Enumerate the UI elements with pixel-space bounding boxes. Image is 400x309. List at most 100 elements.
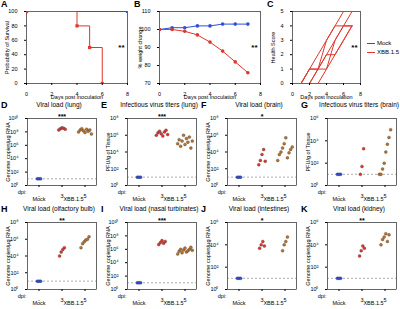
svg-text:10⁰: 10⁰ bbox=[110, 182, 118, 188]
svg-text:dpi:: dpi: bbox=[118, 189, 127, 195]
svg-text:10¹⁰: 10¹⁰ bbox=[9, 115, 19, 121]
svg-text:10²: 10² bbox=[211, 166, 219, 172]
svg-text:10²: 10² bbox=[211, 264, 219, 270]
svg-text:PFU/g of Tissue: PFU/g of Tissue bbox=[105, 132, 111, 171]
svg-text:dpi:: dpi: bbox=[118, 293, 127, 299]
svg-text:XBB.1.5: XBB.1.5 bbox=[363, 300, 383, 306]
svg-text:8: 8 bbox=[259, 91, 262, 97]
svg-text:10⁶: 10⁶ bbox=[210, 219, 218, 225]
svg-text:XBB.1.5: XBB.1.5 bbox=[63, 196, 83, 202]
svg-text:10⁶: 10⁶ bbox=[310, 115, 318, 121]
svg-text:40: 40 bbox=[11, 51, 17, 57]
svg-text:10²: 10² bbox=[111, 166, 119, 172]
svg-text:**: ** bbox=[59, 217, 65, 224]
svg-text:0: 0 bbox=[280, 80, 283, 86]
svg-text:10⁰: 10⁰ bbox=[210, 182, 218, 188]
svg-text:10²: 10² bbox=[111, 273, 119, 279]
svg-text:dpi:: dpi: bbox=[318, 293, 327, 299]
svg-text:Genome copies/µg RNA: Genome copies/µg RNA bbox=[205, 226, 211, 286]
svg-text:5: 5 bbox=[83, 193, 86, 199]
svg-text:XBB.1.5: XBB.1.5 bbox=[263, 196, 283, 202]
svg-text:4: 4 bbox=[280, 23, 283, 29]
svg-text:10⁰: 10⁰ bbox=[310, 286, 318, 292]
svg-text:% weight change: % weight change bbox=[137, 27, 143, 69]
svg-text:5: 5 bbox=[183, 297, 186, 303]
svg-text:Health Score: Health Score bbox=[270, 32, 276, 64]
svg-text:2: 2 bbox=[280, 51, 283, 57]
svg-text:Mock: Mock bbox=[232, 300, 245, 306]
svg-text:10⁸: 10⁸ bbox=[110, 115, 118, 121]
svg-text:***: *** bbox=[58, 113, 66, 120]
svg-text:10⁰: 10⁰ bbox=[110, 286, 118, 292]
svg-text:8: 8 bbox=[359, 91, 362, 97]
svg-text:Mock: Mock bbox=[132, 300, 145, 306]
svg-text:XBB.1.5: XBB.1.5 bbox=[163, 196, 183, 202]
svg-text:10⁰: 10⁰ bbox=[10, 182, 18, 188]
svg-text:8: 8 bbox=[126, 91, 129, 97]
svg-text:Genome copies/µg RNA: Genome copies/µg RNA bbox=[105, 226, 111, 286]
svg-text:*: * bbox=[261, 113, 264, 120]
svg-text:80: 80 bbox=[144, 62, 150, 68]
svg-text:**: ** bbox=[251, 43, 258, 52]
svg-text:**: ** bbox=[118, 43, 125, 52]
svg-text:80: 80 bbox=[11, 23, 17, 29]
svg-text:XBB.1.5: XBB.1.5 bbox=[163, 300, 183, 306]
svg-text:5: 5 bbox=[283, 297, 286, 303]
svg-text:Mock: Mock bbox=[32, 300, 45, 306]
svg-text:Mock: Mock bbox=[132, 196, 145, 202]
svg-text:3: 3 bbox=[280, 37, 283, 43]
svg-text:XBB.1.5: XBB.1.5 bbox=[363, 196, 383, 202]
svg-text:Genome copies/µg RNA: Genome copies/µg RNA bbox=[5, 226, 11, 286]
svg-text:90: 90 bbox=[144, 44, 150, 50]
svg-text:20: 20 bbox=[11, 66, 17, 72]
svg-text:100: 100 bbox=[8, 8, 17, 14]
svg-text:110: 110 bbox=[142, 8, 151, 14]
svg-text:1: 1 bbox=[280, 66, 283, 72]
svg-text:Mock: Mock bbox=[332, 196, 345, 202]
svg-text:5: 5 bbox=[183, 193, 186, 199]
svg-text:PFU/g of Tissue: PFU/g of Tissue bbox=[305, 132, 311, 171]
svg-text:5: 5 bbox=[83, 297, 86, 303]
svg-text:10²: 10² bbox=[11, 270, 19, 276]
svg-text:Mock: Mock bbox=[332, 300, 345, 306]
svg-text:Days post inoculation: Days post inoculation bbox=[51, 94, 103, 100]
svg-text:Mock: Mock bbox=[32, 196, 45, 202]
svg-text:70: 70 bbox=[144, 80, 150, 86]
svg-text:**: ** bbox=[351, 43, 358, 52]
svg-text:10²: 10² bbox=[311, 160, 319, 166]
svg-text:10²: 10² bbox=[11, 169, 19, 175]
svg-text:0: 0 bbox=[158, 91, 161, 97]
svg-text:Days post inoculation: Days post inoculation bbox=[300, 94, 352, 100]
svg-text:10⁰: 10⁰ bbox=[310, 182, 318, 188]
svg-text:60: 60 bbox=[11, 37, 17, 43]
svg-text:**: ** bbox=[359, 217, 365, 224]
svg-text:10¹⁰: 10¹⁰ bbox=[109, 219, 119, 225]
svg-text:0: 0 bbox=[25, 91, 28, 97]
svg-text:5: 5 bbox=[383, 193, 386, 199]
svg-text:XBB.1.5: XBB.1.5 bbox=[263, 300, 283, 306]
svg-text:Genome copies/µg RNA: Genome copies/µg RNA bbox=[5, 122, 11, 182]
svg-text:5: 5 bbox=[383, 297, 386, 303]
svg-text:0: 0 bbox=[14, 80, 17, 86]
svg-text:***: *** bbox=[158, 113, 166, 120]
svg-text:Days post inoculation: Days post inoculation bbox=[184, 94, 236, 100]
svg-text:dpi:: dpi: bbox=[18, 293, 27, 299]
svg-text:dpi:: dpi: bbox=[218, 189, 227, 195]
svg-text:10⁰: 10⁰ bbox=[210, 286, 218, 292]
svg-text:10⁸: 10⁸ bbox=[10, 219, 18, 225]
svg-text:***: *** bbox=[158, 217, 166, 224]
svg-text:Probability of Survival: Probability of Survival bbox=[4, 21, 10, 74]
svg-text:10⁰: 10⁰ bbox=[10, 286, 18, 292]
svg-text:dpi:: dpi: bbox=[18, 189, 27, 195]
svg-text:10²: 10² bbox=[311, 264, 319, 270]
svg-text:dpi:: dpi: bbox=[318, 189, 327, 195]
svg-text:Genome copies/µg RNA: Genome copies/µg RNA bbox=[305, 226, 311, 286]
svg-text:5: 5 bbox=[283, 193, 286, 199]
svg-text:dpi:: dpi: bbox=[218, 293, 227, 299]
svg-text:Genome copies/µg RNA: Genome copies/µg RNA bbox=[205, 122, 211, 182]
svg-text:10⁸: 10⁸ bbox=[210, 115, 218, 121]
svg-text:0: 0 bbox=[291, 91, 294, 97]
svg-text:5: 5 bbox=[280, 8, 283, 14]
svg-text:Mock: Mock bbox=[232, 196, 245, 202]
svg-text:10⁶: 10⁶ bbox=[310, 219, 318, 225]
